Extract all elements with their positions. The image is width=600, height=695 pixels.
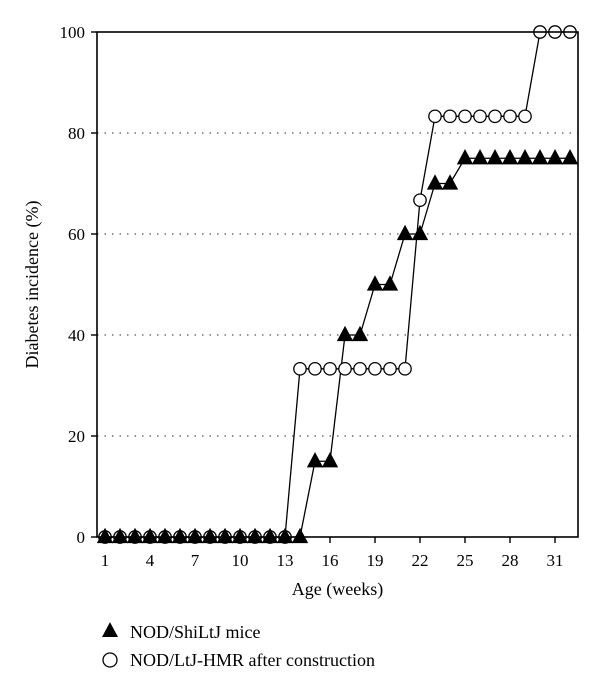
y-tick-label: 80 — [68, 124, 85, 143]
data-point-triangle — [201, 527, 219, 544]
y-axis-ticks: 0 20 40 60 80 100 — [60, 23, 97, 547]
data-point-triangle — [126, 527, 144, 544]
data-point-triangle — [471, 149, 489, 165]
data-point-triangle — [546, 149, 564, 165]
x-axis-label: Age (weeks) — [292, 579, 383, 600]
gridlines — [97, 132, 578, 437]
data-point-circle — [338, 361, 352, 376]
series-line-1 — [105, 31, 570, 538]
y-tick-label: 40 — [68, 326, 85, 345]
data-point-triangle — [366, 275, 384, 291]
series-line-0 — [105, 157, 570, 538]
series-lines — [105, 31, 570, 538]
plot-area-frame — [96, 31, 579, 538]
data-point-triangle — [336, 325, 354, 342]
legend-item-nod-shiltj: NOD/ShiLtJ mice — [102, 622, 261, 642]
data-point-triangle — [111, 527, 129, 544]
x-tick-label: 13 — [277, 551, 294, 570]
y-tick-label: 60 — [68, 225, 85, 244]
data-point-triangle — [216, 527, 234, 544]
data-point-triangle — [261, 527, 279, 544]
x-tick-label: 4 — [146, 551, 155, 570]
data-point-triangle — [396, 224, 414, 241]
legend-circle-icon — [102, 652, 118, 668]
data-point-circle — [413, 193, 427, 208]
data-point-circle — [488, 109, 502, 124]
data-point-circle — [428, 109, 442, 124]
legend-item-nod-ltj-hmr: NOD/LtJ-HMR after construction — [102, 650, 375, 670]
data-point-triangle — [306, 452, 324, 468]
series-markers — [96, 25, 579, 544]
data-point-circle — [353, 361, 367, 376]
data-point-triangle — [411, 224, 429, 241]
data-point-triangle — [321, 452, 339, 468]
x-tick-label: 7 — [191, 551, 200, 570]
x-tick-label: 22 — [412, 551, 429, 570]
x-axis-ticks: 1 4 7 10 13 16 19 22 25 28 31 — [101, 537, 564, 570]
data-point-triangle — [291, 527, 309, 544]
data-point-triangle — [486, 149, 504, 165]
y-axis-label: Diabetes incidence (%) — [22, 201, 43, 369]
data-point-triangle — [441, 174, 459, 190]
data-point-circle — [308, 361, 322, 376]
data-point-triangle — [561, 149, 579, 165]
x-tick-label: 25 — [457, 551, 474, 570]
data-point-triangle — [246, 527, 264, 544]
x-tick-label: 28 — [502, 551, 519, 570]
data-point-triangle — [171, 527, 189, 544]
data-point-circle — [473, 109, 487, 124]
data-point-triangle — [456, 149, 474, 165]
data-point-circle — [293, 361, 307, 376]
data-point-circle — [398, 361, 412, 376]
data-point-triangle — [156, 527, 174, 544]
data-point-triangle — [351, 325, 369, 342]
legend: NOD/ShiLtJ mice NOD/LtJ-HMR after constr… — [102, 622, 375, 670]
legend-label: NOD/LtJ-HMR after construction — [130, 650, 375, 670]
legend-marker-filled-triangle — [102, 622, 118, 638]
y-tick-label: 100 — [60, 23, 86, 42]
data-point-circle — [383, 361, 397, 376]
data-point-triangle — [381, 275, 399, 291]
data-point-circle — [443, 109, 457, 124]
legend-marker-open-circle — [102, 652, 118, 668]
data-point-triangle — [516, 149, 534, 165]
y-tick-label: 0 — [77, 528, 86, 547]
x-tick-label: 1 — [101, 551, 110, 570]
data-point-triangle — [531, 149, 549, 165]
x-tick-label: 31 — [547, 551, 564, 570]
legend-label: NOD/ShiLtJ mice — [130, 622, 261, 642]
x-tick-label: 10 — [232, 551, 249, 570]
data-point-circle — [323, 361, 337, 376]
data-point-circle — [503, 109, 517, 124]
data-point-circle — [368, 361, 382, 376]
data-point-triangle — [501, 149, 519, 165]
x-tick-label: 16 — [322, 551, 339, 570]
data-point-circle — [518, 109, 532, 124]
y-tick-label: 20 — [68, 427, 85, 446]
x-tick-label: 19 — [367, 551, 384, 570]
legend-triangle-icon — [102, 622, 118, 638]
data-point-circle — [458, 109, 472, 124]
data-point-triangle — [426, 174, 444, 190]
